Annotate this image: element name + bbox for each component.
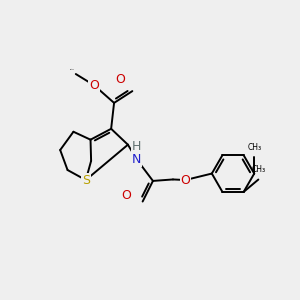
- Text: CH₃: CH₃: [251, 165, 266, 174]
- Text: H: H: [132, 140, 141, 153]
- Text: O: O: [116, 73, 125, 86]
- Text: CH₃: CH₃: [247, 143, 261, 152]
- Text: methyl: methyl: [70, 69, 75, 70]
- Text: O: O: [122, 189, 131, 202]
- Text: O: O: [89, 79, 99, 92]
- Text: S: S: [82, 173, 90, 187]
- Text: O: O: [180, 173, 190, 187]
- Text: N: N: [132, 153, 141, 166]
